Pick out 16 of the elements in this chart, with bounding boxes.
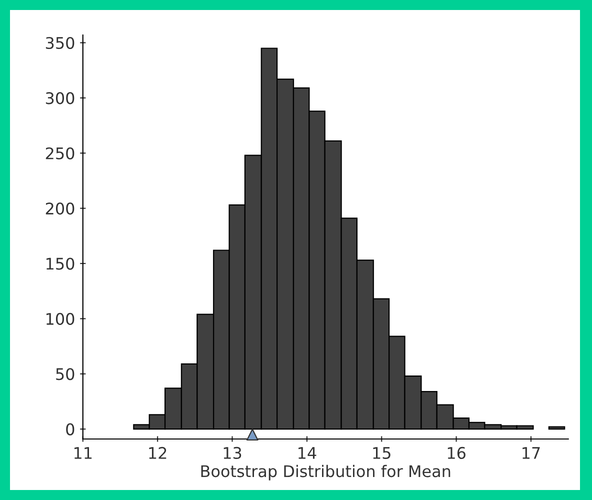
x-tick-label: 17	[522, 447, 540, 459]
x-axis-title: Bootstrap Distribution for Mean	[201, 464, 450, 480]
x-tick-label: 14	[298, 447, 316, 459]
y-tick-label: 50	[56, 368, 74, 380]
y-tick-label: 200	[46, 202, 74, 215]
x-tick-label: 15	[373, 447, 390, 459]
y-tick-label: 250	[46, 147, 74, 160]
x-tick-label: 16	[448, 446, 466, 459]
x-tick-label: 12	[149, 446, 166, 459]
y-tick-label: 150	[46, 258, 74, 270]
y-tick-label: 100	[46, 312, 74, 325]
y-tick-label: 300	[46, 92, 74, 104]
y-tick-label: 0	[66, 423, 74, 436]
y-tick-label: 350	[46, 36, 74, 50]
x-tick-label: 11	[74, 447, 92, 459]
x-tick-label: 13	[224, 446, 242, 459]
